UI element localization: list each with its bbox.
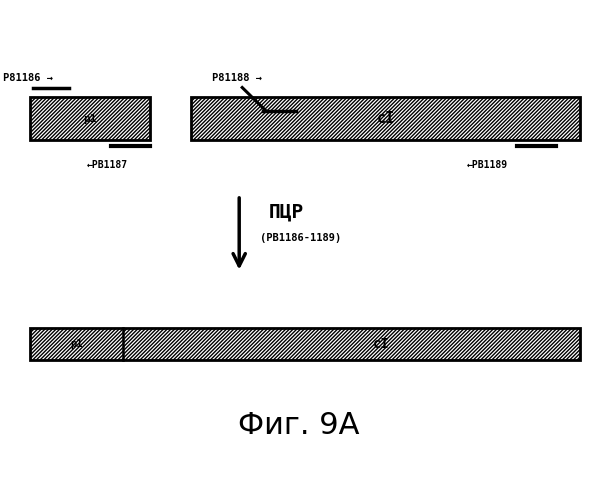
Text: ←PB1187: ←PB1187: [87, 160, 128, 170]
Bar: [30, 328, 580, 360]
Text: P81188 →: P81188 →: [212, 72, 263, 83]
Text: ←PB1189: ←PB1189: [466, 160, 508, 170]
Bar: [30, 98, 150, 140]
Text: cI: cI: [377, 112, 395, 126]
Text: P81186 →: P81186 →: [3, 72, 53, 83]
Text: Фиг. 9А: Фиг. 9А: [238, 410, 360, 440]
Bar: [191, 98, 580, 140]
Text: (PB1186-1189): (PB1186-1189): [260, 233, 341, 243]
Text: cI: cI: [373, 337, 390, 351]
Text: p1: p1: [70, 339, 83, 349]
Text: ПЦР: ПЦР: [269, 202, 304, 222]
Text: p1: p1: [83, 114, 96, 124]
